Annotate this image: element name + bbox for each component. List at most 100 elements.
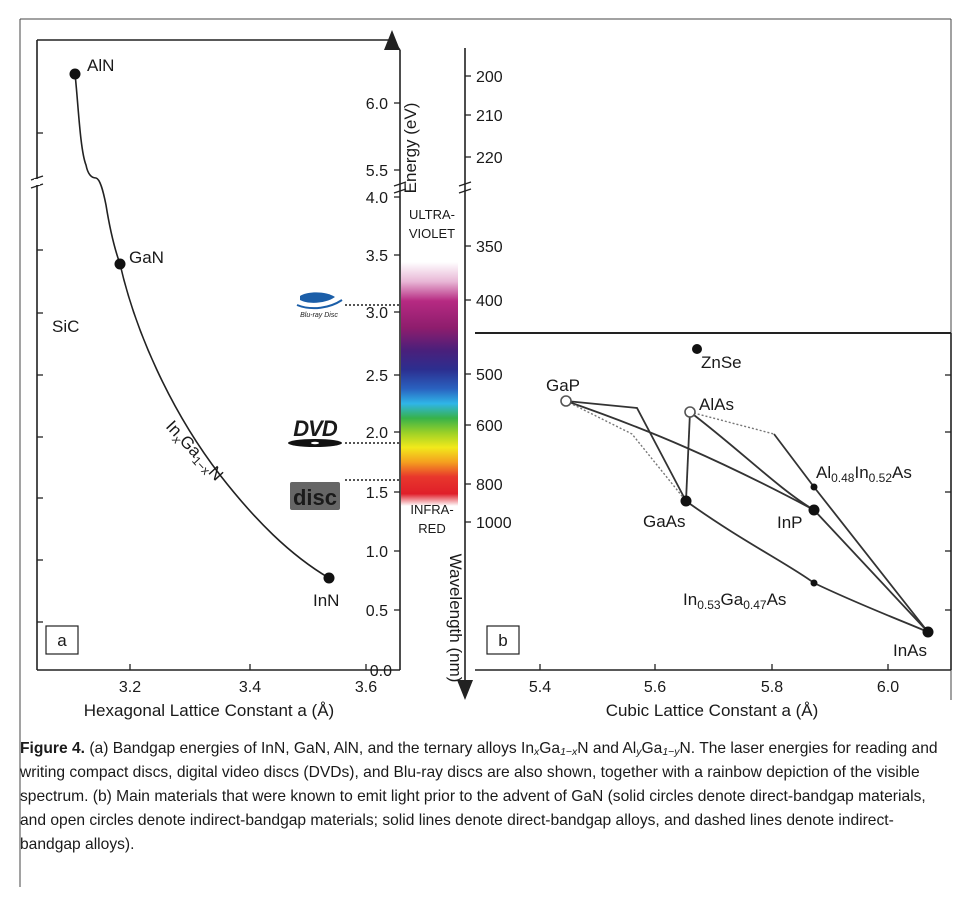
wavelength-arrow [457,680,473,700]
b-x-tick-label-6.0: 6.0 [877,679,899,696]
dvd-logo-disc-hole [311,441,319,445]
energy-tick-label-0.5: 0.5 [366,603,388,620]
caption-sub-1: x [534,746,540,758]
label-ingaas: In0.53Ga0.47As [683,590,786,612]
point-inas [922,626,934,638]
line-inp-inas [813,509,929,633]
curve-aln-gan [74,73,121,265]
panel-b-x-tick-labels: 5.4 5.6 5.8 6.0 [529,679,899,696]
wl-label-200: 200 [476,69,503,86]
panel-b-label: b [498,631,507,650]
wavelength-tick-labels: 200 210 220 350 400 500 600 800 1000 [476,69,512,532]
panel-b-label-box [486,625,520,655]
wl-label-500: 500 [476,367,503,384]
energy-tick-label-3.0: 3.0 [366,305,388,322]
bluray-logo-mark [300,292,335,303]
caption-text-5: N. The laser energies for reading and wr… [20,740,938,853]
dvd-logo: DVD [288,416,342,447]
caption-text-1: (a) Bandgap energies of InN, GaN, AlN, a… [85,740,534,757]
panel-a-x-axis-title: Hexagonal Lattice Constant a (Å) [84,701,334,720]
panel-a: 6.0 5.5 4.0 3.5 3.0 2.5 2.0 1.5 1.0 0.5 … [30,30,420,720]
energy-tick-label-6.0: 6.0 [366,96,388,113]
wl-label-400: 400 [476,293,503,310]
caption-figure-number: Figure 4. [20,740,85,757]
wl-label-800: 800 [476,477,503,494]
energy-tick-label-1.5: 1.5 [366,485,388,502]
label-inn: InN [313,591,339,610]
spectrum-column: ULTRA- VIOLET INFRA- RED 200 210 220 350… [288,48,512,700]
panel-b-bottom-ticks [539,664,889,670]
bluray-logo-swoosh [296,299,343,310]
label-inp: InP [777,513,803,532]
panel-a-x-tick-labels: 3.2 3.4 3.6 [119,679,377,696]
point-gaas [680,495,692,507]
wl-label-350: 350 [476,239,503,256]
x-tick-label-3.2: 3.2 [119,679,141,696]
wavelength-ticks [465,75,471,523]
cd-logo: disc [290,482,340,510]
panel-b: 5.4 5.6 5.8 6.0 Cubic Lattice Constant a… [475,332,952,720]
wavelength-axis-title: Wavelength (nm) [446,554,465,683]
panel-a-energy-axis-title: Energy (eV) [401,103,420,194]
wavelength-break [458,181,472,194]
b-x-tick-label-5.8: 5.8 [761,679,783,696]
panel-a-energy-break [393,181,407,194]
energy-tick-label-3.5: 3.5 [366,248,388,265]
label-gap: GaP [546,376,580,395]
point-gan [114,258,126,270]
energy-tick-label-2.5: 2.5 [366,368,388,385]
caption-text-3: N and Al [577,740,637,757]
point-ingaas [810,579,818,587]
ir-label-line2: RED [418,521,445,536]
label-aln: AlN [87,56,114,75]
panel-a-plot-box [37,40,397,670]
line-gap-gaas-dashed [565,400,687,502]
b-x-tick-label-5.6: 5.6 [644,679,666,696]
figure-caption: Figure 4. (a) Bandgap energies of InN, G… [20,737,950,857]
line-alas-inp [689,411,815,511]
wl-label-220: 220 [476,150,503,167]
x-tick-label-3.6: 3.6 [355,679,377,696]
panel-a-left-ticks [37,132,43,623]
label-alinas: Al0.48In0.52As [816,463,912,485]
line-gap-inp-solid [565,400,815,511]
point-aln [69,68,81,80]
label-alas: AlAs [699,395,734,414]
point-inn [323,572,335,584]
curve-gan-inn [119,263,330,579]
rainbow-bar [401,262,458,506]
point-gap [560,395,572,407]
panel-a-energy-tick-labels: 6.0 5.5 4.0 3.5 3.0 2.5 2.0 1.5 1.0 0.5 … [366,96,392,680]
label-alloy-ingan: InxGa1−xN [160,417,227,487]
panel-a-energy-ticks [394,102,400,611]
wl-label-600: 600 [476,418,503,435]
energy-tick-label-4.0: 4.0 [366,190,388,207]
x-tick-label-3.4: 3.4 [239,679,261,696]
panel-a-left-break [30,175,44,189]
label-gan: GaN [129,248,164,267]
line-gaas-inas [685,500,929,633]
point-alinas [810,483,818,491]
caption-text-2: Ga [539,740,561,757]
label-znse: ZnSe [701,353,742,372]
caption-sub-4: 1−y [662,746,680,758]
wl-label-1000: 1000 [476,515,512,532]
panel-a-left-break-gap [34,179,40,185]
dvd-logo-text: DVD [293,416,338,441]
caption-sub-3: y [636,746,642,758]
panel-a-energy-arrow-stem [391,39,401,51]
bluray-logo-text: Blu-ray Disc [300,312,338,319]
panel-b-right-ticks [945,374,951,611]
energy-tick-label-0.0: 0.0 [370,663,392,680]
panel-a-label: a [57,631,67,650]
point-znse [692,344,702,354]
energy-tick-label-5.5: 5.5 [366,163,388,180]
caption-text-4: Ga [641,740,663,757]
panel-a-label-box [45,625,79,655]
panel-a-bottom-ticks [129,664,367,670]
panel-b-x-axis-title: Cubic Lattice Constant a (Å) [606,701,819,720]
caption-sub-2: 1−x [560,746,578,758]
b-x-tick-label-5.4: 5.4 [529,679,551,696]
line-alas-ingaas-dashed [689,411,775,435]
